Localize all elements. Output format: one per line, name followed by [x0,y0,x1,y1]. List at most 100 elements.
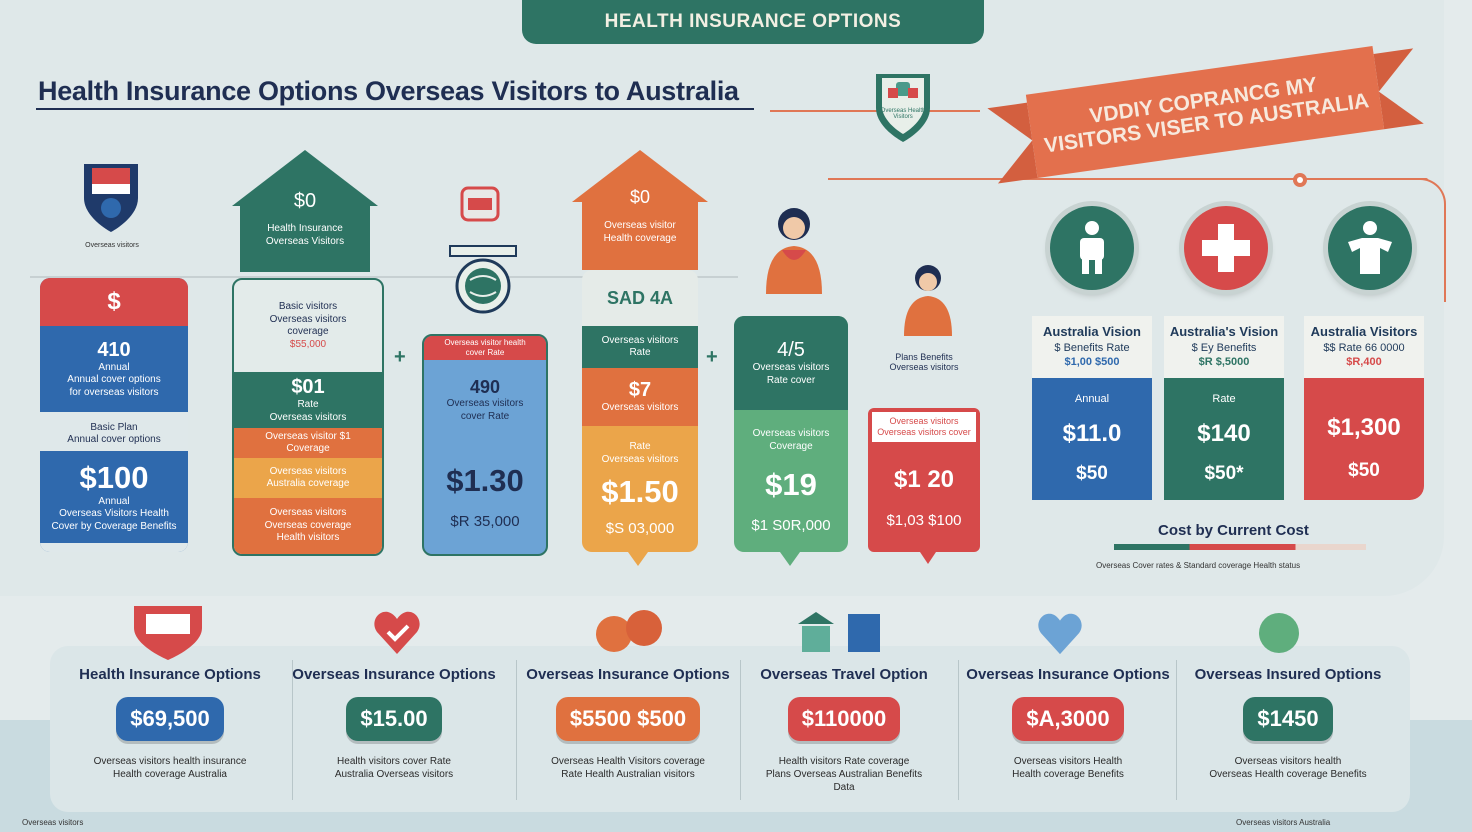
divider [516,660,517,800]
divider [292,660,293,800]
title-underline [36,108,754,110]
card-section: Overseas visitor $1 Coverage [234,428,382,458]
card-sub: Annual [98,495,130,507]
card-section: 410 Annual Annual cover options for over… [40,326,188,412]
card-foot: $R 35,000 [450,512,520,530]
person-icon [766,208,822,294]
card-big-price: $19 [765,467,817,502]
medical-kit-icon [460,186,500,222]
cost-card-price: $140 [1197,420,1251,447]
card-text: Annual cover options for overseas visito… [67,374,161,398]
house-body: $0 Health Insurance Overseas Visitors [240,190,370,272]
card-price: 410 [97,338,131,361]
card-price-block: $100 Annual Overseas Visitors Health Cov… [40,450,188,543]
card-price: 490 [469,377,501,397]
shield-icon [84,164,138,232]
option-title: Health Insurance Options [79,666,261,683]
card-caption: Plans Benefits Overseas visitors [889,352,959,372]
cost-card-head: Australia's Vision $ Ey Benefits $R $,50… [1164,316,1284,378]
house-body: $0 Overseas visitor Health coverage [582,187,698,270]
pointer-arrow [920,552,936,564]
card-section: Overseas visitors Coverage $19 $1 S0R,00… [734,410,848,552]
card-big-price: $1.30 [446,462,524,498]
cost-card-price: $50 [1348,460,1380,481]
option-column: Health Insurance Options $69,500 Oversea… [60,666,280,781]
card-text: Overseas visitor $1 Coverage [265,430,351,455]
page-title: Health Insurance Options Overseas Visito… [38,76,739,106]
cost-card-price: $1,300 [1327,414,1401,441]
card-section: Overseas visitors Australia coverage [234,458,382,498]
building-icon [798,612,880,652]
divider [958,660,959,800]
card-section: 490 Overseas visitors cover Rate [424,360,546,440]
card-section: Overseas visitors Overseas visitors cove… [872,412,976,442]
option-title: Overseas Travel Option [760,666,928,683]
roof-price: $0 [629,187,651,207]
person-icon [1328,206,1412,290]
card-text: Overseas visitors [601,402,679,414]
option-title: Overseas Insurance Options [292,666,496,683]
house-roof [572,150,708,202]
card-foot: $1 S0R,000 [751,517,831,534]
card-section: Basic Plan Annual cover options $100 Ann… [40,412,188,552]
card-section: Rate Overseas visitors $1.50 $S 03,000 [582,426,698,552]
roof-text: Health Insurance Overseas Visitors [265,223,345,247]
card-text: Overseas visitors [269,411,347,423]
plan-card: 4/5 Overseas visitors Rate cover Oversea… [734,316,848,552]
globe-icon [449,245,517,314]
card-section: $7 Overseas visitors [582,368,698,426]
cost-card-price: $11.0 [1062,420,1122,447]
option-desc: Overseas visitors health insurance Healt… [93,756,247,780]
option-desc: Overseas Health Visitors coverage Rate H… [551,756,705,780]
card-price: 4/5 [777,339,805,361]
cost-legend: Cost by Current Cost [1158,522,1309,539]
footer-left: Overseas visitors [22,818,84,827]
heart-icon [1038,613,1082,655]
option-price-pill: $69,500 [116,697,224,741]
card-section: Basic visitors Overseas visitors coverag… [234,280,382,372]
connector-line [770,110,980,112]
plan-card: Basic visitors Overseas visitors coverag… [232,278,384,556]
divider-line [30,276,738,278]
card-section: SAD 4A [582,270,698,326]
plan-card: Overseas visitors Overseas visitors cove… [868,408,980,552]
cost-card-line: $1,00 $500 [1064,356,1120,369]
cost-card-title: Australia Vision [1042,324,1141,340]
pointer-arrow [628,552,648,566]
card-big-price: $1 20 [893,465,955,493]
pointer-arrow [780,552,800,566]
cost-card-body: Rate $140 $50* [1164,378,1284,500]
plan-card: $ 410 Annual Annual cover options for ov… [40,278,188,552]
roof-text: Overseas visitor Health coverage [603,220,677,244]
card-section: $1 20 $1,03 $100 [868,446,980,548]
card-text: Overseas visitors Rate cover [752,362,830,386]
card-foot: $S 03,000 [605,520,675,537]
card-header: Overseas visitor health cover Rate [424,336,546,360]
divider [740,660,741,800]
cost-card-price: $50* [1204,463,1244,484]
cost-note: Overseas Cover rates & Standard coverage… [1096,561,1301,570]
option-title: Overseas Insurance Options [526,666,730,683]
option-title: Overseas Insured Options [1194,666,1382,683]
card-text: Overseas visitors Australia coverage [266,465,350,490]
card-foot: $1,03 $100 [886,511,962,529]
shield-icon [876,74,930,142]
plan-card: Overseas visitor health cover Rate 490 O… [422,334,548,556]
option-column: Overseas Insurance Options $15.00 Health… [284,666,504,781]
cost-card-price: $50 [1076,463,1108,484]
cost-card-label: Rate [1212,393,1236,405]
cost-card-line: $R $,5000 [1198,356,1250,369]
cost-card-line: $$ Rate 66 0000 [1323,342,1405,355]
cost-bar [1114,544,1366,550]
option-title: Overseas Insurance Options [966,666,1170,683]
card-label: Rate [629,441,651,452]
option-column: Overseas Insurance Options $A,3000 Overs… [958,666,1178,781]
cost-card-line: $ Benefits Rate [1054,342,1130,355]
option-price-pill: $1450 [1243,697,1333,741]
card-caption: Overseas visitor health cover Rate [444,338,526,357]
person-icon [1050,206,1134,290]
divider [1176,660,1177,800]
card-sub: Rate [297,399,319,410]
plus-icon: + [706,346,718,368]
card-section: Overseas visitors Rate [582,326,698,368]
